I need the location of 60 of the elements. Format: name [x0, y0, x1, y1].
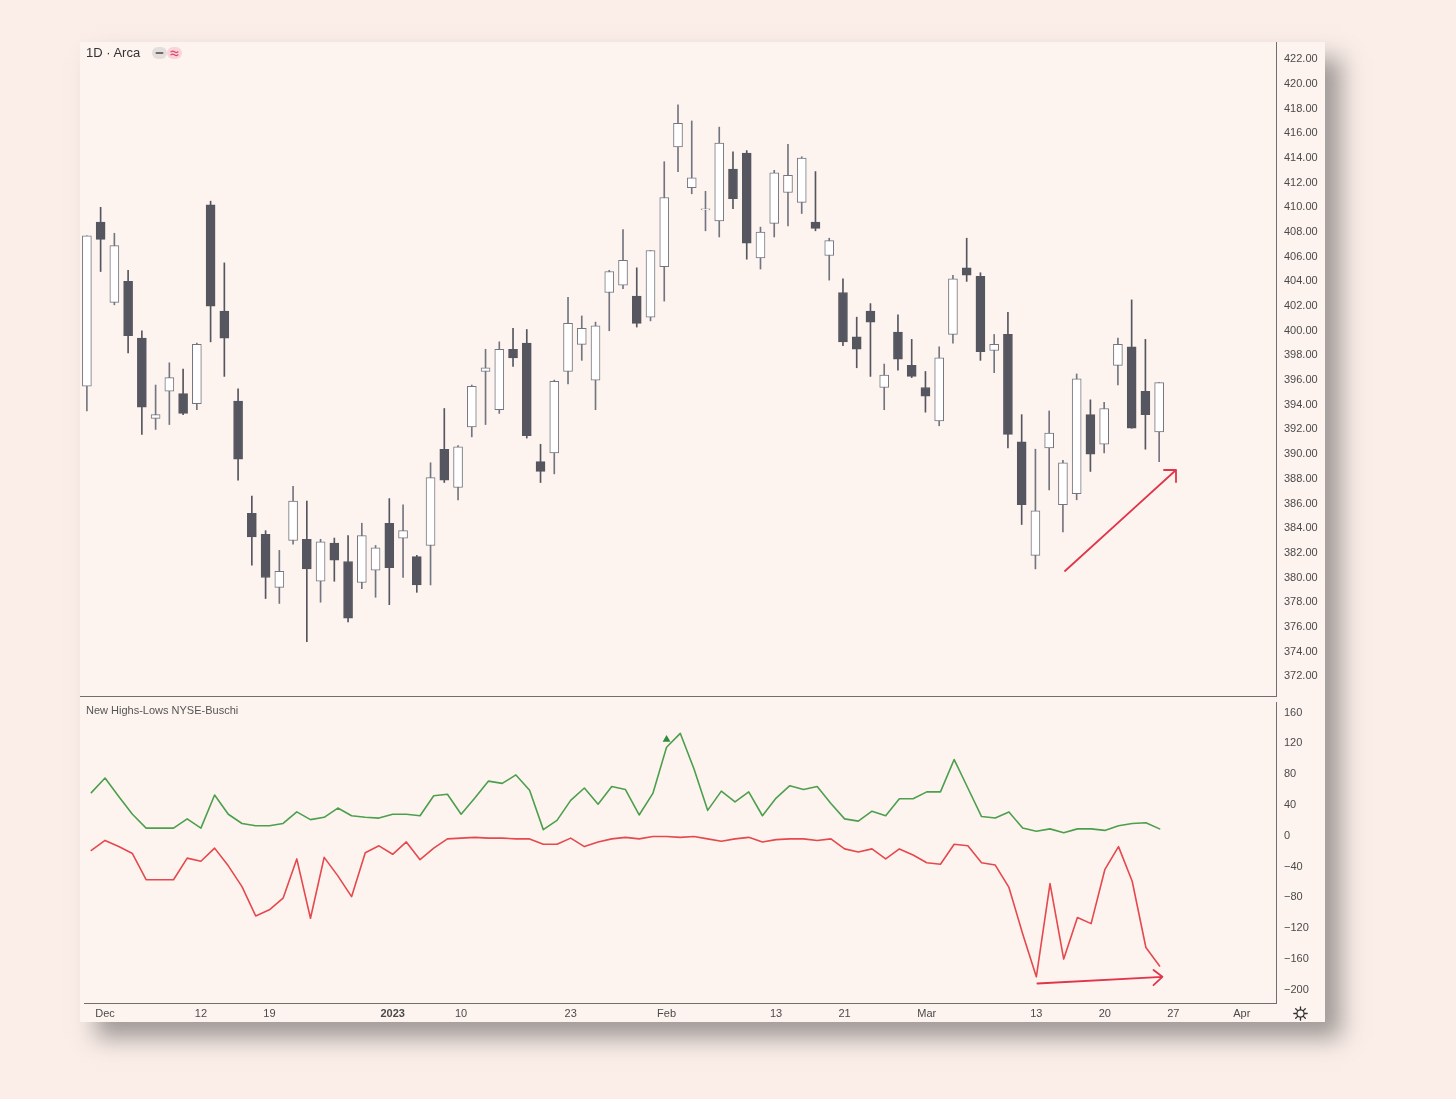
y-tick-label: 120: [1284, 736, 1303, 749]
y-tick-label: 392.00: [1284, 422, 1318, 435]
candlestick: [302, 500, 312, 643]
x-tick-label: 13: [1030, 1006, 1043, 1019]
x-tick-label: 2023: [380, 1006, 405, 1019]
x-tick-label: 27: [1167, 1006, 1180, 1019]
candlestick: [508, 327, 518, 367]
y-tick-label: 376.00: [1284, 619, 1318, 632]
candlestick: [989, 334, 1000, 374]
x-tick-label: Apr: [1233, 1006, 1251, 1019]
y-tick-label: 378.00: [1284, 595, 1318, 608]
y-tick-label: 390.00: [1284, 447, 1318, 460]
candlestick: [1044, 410, 1054, 491]
candlestick: [686, 120, 697, 195]
y-tick-label: 412.00: [1284, 175, 1318, 188]
y-tick-label: 374.00: [1284, 644, 1318, 657]
x-tick-label: 23: [564, 1006, 577, 1019]
candlestick: [398, 504, 408, 578]
y-tick-label: 380.00: [1284, 570, 1318, 583]
y-tick-label: 384.00: [1284, 521, 1318, 534]
y-tick-label: 160: [1284, 705, 1303, 718]
y-tick-label: 388.00: [1284, 471, 1318, 484]
chart-title: 1D · Arca: [86, 45, 141, 60]
y-tick-label: 40: [1284, 798, 1297, 811]
y-tick-label: −80: [1284, 890, 1303, 903]
y-tick-label: 416.00: [1284, 126, 1318, 139]
y-tick-label: 422.00: [1284, 52, 1318, 65]
x-tick-label: 10: [455, 1006, 468, 1019]
y-tick-label: −120: [1284, 921, 1309, 934]
x-tick-label: Dec: [95, 1006, 116, 1019]
x-tick-label: 21: [838, 1006, 851, 1019]
y-tick-label: −160: [1284, 952, 1309, 965]
x-tick-label: Feb: [657, 1006, 677, 1019]
y-tick-label: 382.00: [1284, 545, 1318, 558]
x-tick-label: 12: [194, 1006, 208, 1019]
x-tick-label: 13: [769, 1006, 783, 1019]
candlestick: [961, 237, 972, 282]
y-tick-label: 420.00: [1284, 76, 1318, 89]
y-tick-label: 0: [1284, 828, 1291, 841]
y-tick-label: 408.00: [1284, 225, 1318, 238]
y-tick-label: 404.00: [1284, 274, 1318, 287]
y-tick-label: −40: [1284, 859, 1303, 872]
y-tick-label: 398.00: [1284, 348, 1318, 361]
y-tick-label: −200: [1284, 982, 1309, 995]
candlestick: [783, 144, 793, 227]
y-tick-label: 396.00: [1284, 373, 1318, 386]
y-tick-label: 400.00: [1284, 323, 1318, 336]
y-tick-label: 394.00: [1284, 397, 1318, 410]
y-tick-label: 418.00: [1284, 101, 1318, 114]
y-tick-label: 386.00: [1284, 496, 1318, 509]
x-tick-label: 20: [1098, 1006, 1111, 1019]
y-tick-label: 402.00: [1284, 299, 1318, 312]
y-tick-label: 372.00: [1284, 669, 1318, 682]
x-tick-label: 19: [263, 1006, 276, 1019]
y-tick-label: 410.00: [1284, 200, 1318, 213]
chart-title: New Highs-Lows NYSE-Buschi: [86, 704, 239, 716]
y-tick-label: 414.00: [1284, 151, 1318, 164]
y-tick-label: 80: [1284, 767, 1297, 780]
y-tick-label: 406.00: [1284, 249, 1318, 262]
x-tick-label: Mar: [917, 1006, 937, 1019]
